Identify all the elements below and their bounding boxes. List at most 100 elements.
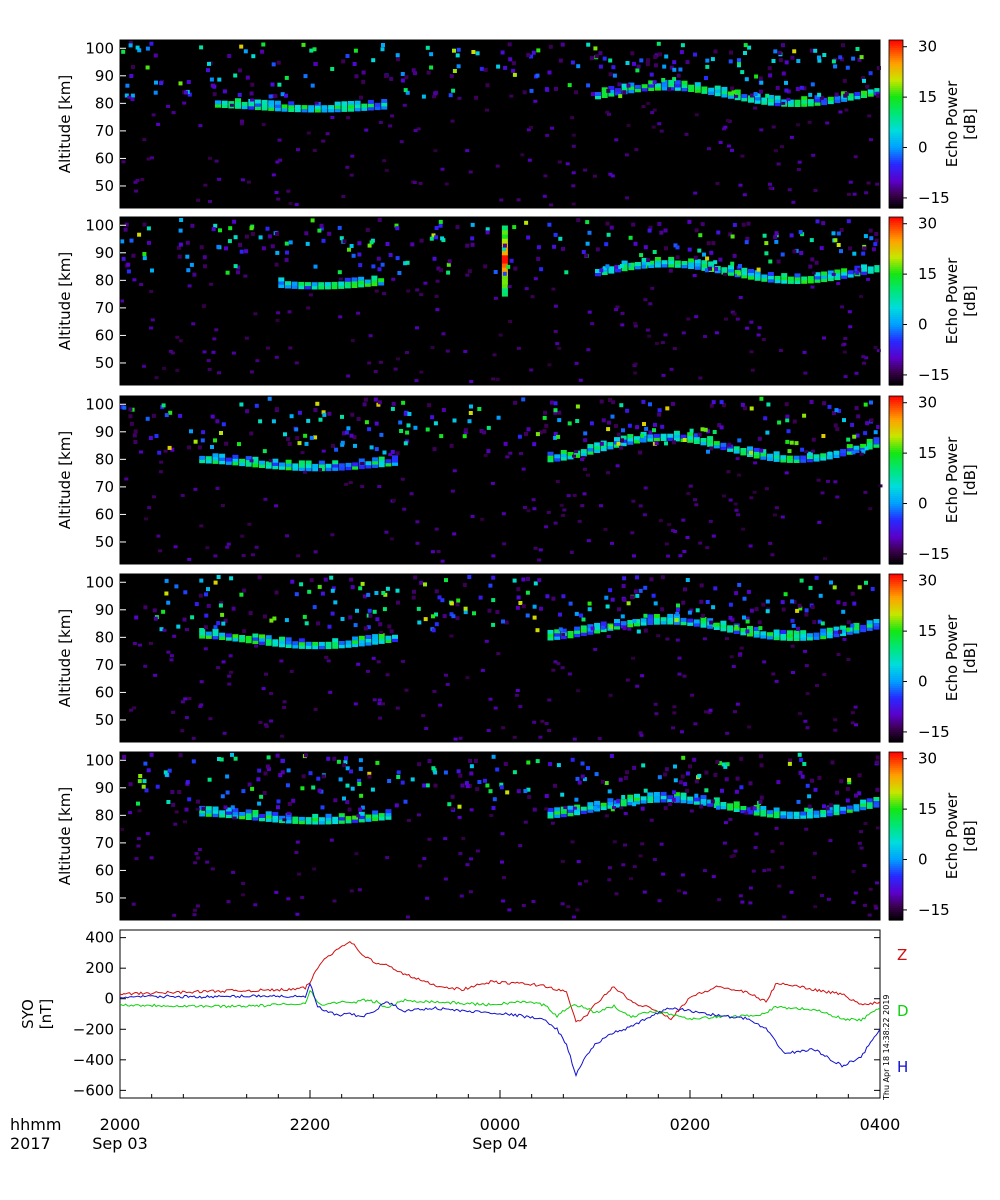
colorbar-cell [889, 680, 903, 683]
echo-cell [694, 793, 699, 798]
echo-cell [794, 103, 801, 107]
echo-cell [748, 272, 754, 277]
echo-cell [785, 414, 790, 419]
echo-cell [711, 400, 716, 405]
echo-cell [730, 148, 734, 152]
echo-cell [318, 817, 325, 822]
echo-cell [648, 83, 655, 88]
echo-cell [841, 91, 848, 96]
echo-cell [632, 619, 637, 623]
echo-cell [364, 420, 369, 425]
echo-cell [720, 805, 727, 810]
echo-cell [199, 703, 204, 707]
echo-cell [774, 239, 779, 244]
echo-cell [332, 756, 337, 761]
echo-cell [149, 290, 154, 293]
echo-cell [173, 822, 178, 826]
echo-cell [574, 453, 581, 458]
echo-cell [233, 756, 238, 761]
colorbar-cell [889, 448, 903, 451]
echo-cell [847, 273, 854, 278]
echo-cell [517, 434, 522, 439]
echo-cell [654, 441, 659, 446]
colorbar-label: Echo Power [943, 80, 961, 167]
echo-cell [401, 400, 406, 405]
colorbar-cell [889, 524, 903, 527]
echo-cell [134, 615, 139, 620]
echo-cell [698, 541, 703, 545]
echo-cell [298, 638, 305, 643]
echo-cell [842, 418, 846, 423]
echo-cell [787, 188, 792, 192]
echo-cell [345, 165, 350, 169]
echo-cell [305, 641, 312, 646]
echo-cell [539, 606, 543, 611]
colorbar-cell [889, 814, 903, 817]
echo-cell [415, 326, 419, 330]
echo-cell [216, 575, 221, 579]
echo-cell [357, 778, 361, 783]
echo-cell [276, 799, 281, 804]
echo-cell [501, 225, 508, 231]
colorbar-cell [889, 408, 903, 411]
echo-cell [395, 706, 400, 710]
echo-cell [751, 869, 756, 873]
echo-cell [854, 92, 861, 96]
echo-cell [363, 626, 368, 631]
echo-cell [767, 632, 773, 637]
colorbar-cell [889, 848, 903, 851]
echo-cell [836, 600, 841, 605]
echo-cell [548, 762, 553, 767]
echo-cell [436, 550, 441, 553]
echo-cell [685, 771, 690, 776]
echo-cell [780, 814, 787, 819]
echo-cell [711, 875, 716, 879]
echo-cell [610, 541, 614, 545]
echo-cell [332, 820, 339, 825]
echo-cell [634, 619, 640, 624]
colorbar-tick-label: 30 [918, 750, 937, 768]
echo-cell [708, 91, 715, 95]
echo-cell [272, 811, 279, 816]
echo-cell [646, 101, 651, 105]
echo-cell [804, 807, 809, 812]
echo-cell [654, 63, 658, 68]
y-tick-label: 50 [95, 177, 114, 195]
echo-cell [313, 62, 318, 66]
echo-cell [330, 116, 335, 119]
echo-cell [526, 53, 531, 58]
colorbar-cell [889, 816, 903, 819]
echo-cell [602, 56, 607, 61]
colorbar-cell [889, 684, 903, 687]
echo-cell [471, 50, 476, 54]
echo-cell [872, 247, 876, 252]
echo-cell [643, 788, 648, 793]
echo-cell [753, 811, 760, 816]
echo-cell [853, 626, 860, 631]
echo-cell [553, 521, 558, 525]
echo-cell [875, 787, 880, 792]
echo-cell [219, 810, 226, 815]
echo-cell [215, 100, 221, 105]
colorbar-cell [889, 140, 903, 143]
echo-cell [698, 233, 703, 238]
echo-cell [875, 755, 880, 760]
echo-cell [483, 67, 488, 72]
colorbar-cell [889, 281, 903, 284]
echo-cell [129, 238, 134, 243]
echo-cell [745, 629, 750, 634]
echo-cell [511, 68, 516, 73]
echo-cell [580, 774, 585, 779]
echo-cell [821, 278, 828, 283]
echo-cell [332, 899, 337, 903]
echo-cell [634, 793, 640, 798]
echo-cell [355, 608, 359, 613]
echo-cell [677, 656, 682, 660]
colorbar-cell [889, 546, 903, 549]
echo-cell [565, 162, 570, 166]
echo-cell [791, 200, 796, 204]
echo-cell [449, 443, 454, 448]
colorbar-cell [889, 58, 903, 61]
echo-cell [560, 450, 567, 454]
colorbar-unit: [dB] [961, 642, 979, 674]
